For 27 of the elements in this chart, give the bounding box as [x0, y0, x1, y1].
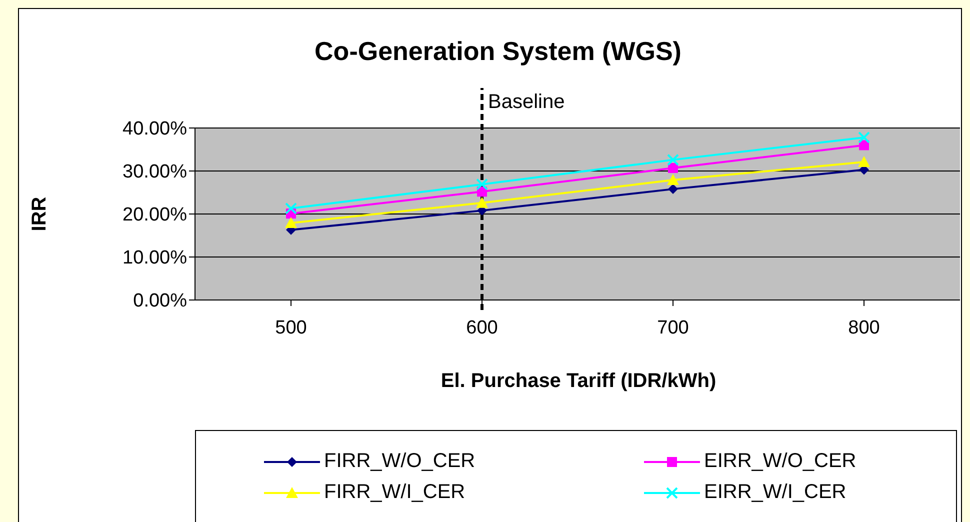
x-tick-label: 600 [466, 317, 498, 338]
point [476, 178, 488, 190]
legend-label: EIRR_W/I_CER [704, 481, 846, 504]
y-tick-label: 0.00% [133, 290, 188, 312]
point [858, 131, 870, 144]
legend-label: FIRR_W/O_CER [324, 450, 476, 473]
point [668, 162, 678, 173]
y-tick-label: 40.00% [122, 118, 188, 140]
point [285, 217, 297, 228]
x-tick-label: 500 [275, 317, 307, 338]
x-tick-label: 800 [848, 317, 880, 338]
point [667, 154, 679, 166]
y-axis-title: IRR [28, 196, 52, 234]
ref-line-label: Baseline [488, 91, 565, 113]
point [667, 174, 679, 186]
point [668, 184, 678, 194]
y-tick-label: 30.00% [122, 162, 188, 183]
point [285, 202, 297, 214]
chart-title: Co-Generation System (WGS) [314, 36, 682, 67]
legend-label: FIRR_W/I_CER [324, 481, 466, 504]
x-tick-label: 700 [657, 317, 689, 338]
legend-label: EIRR_W/O_CER [704, 450, 856, 473]
x-axis-title: El. Purchase Tariff (IDR/kWh) [440, 370, 718, 393]
y-tick-label: 20.00% [122, 204, 188, 226]
point [476, 196, 488, 208]
point [858, 156, 870, 167]
y-tick-label: 10.00% [122, 248, 188, 269]
